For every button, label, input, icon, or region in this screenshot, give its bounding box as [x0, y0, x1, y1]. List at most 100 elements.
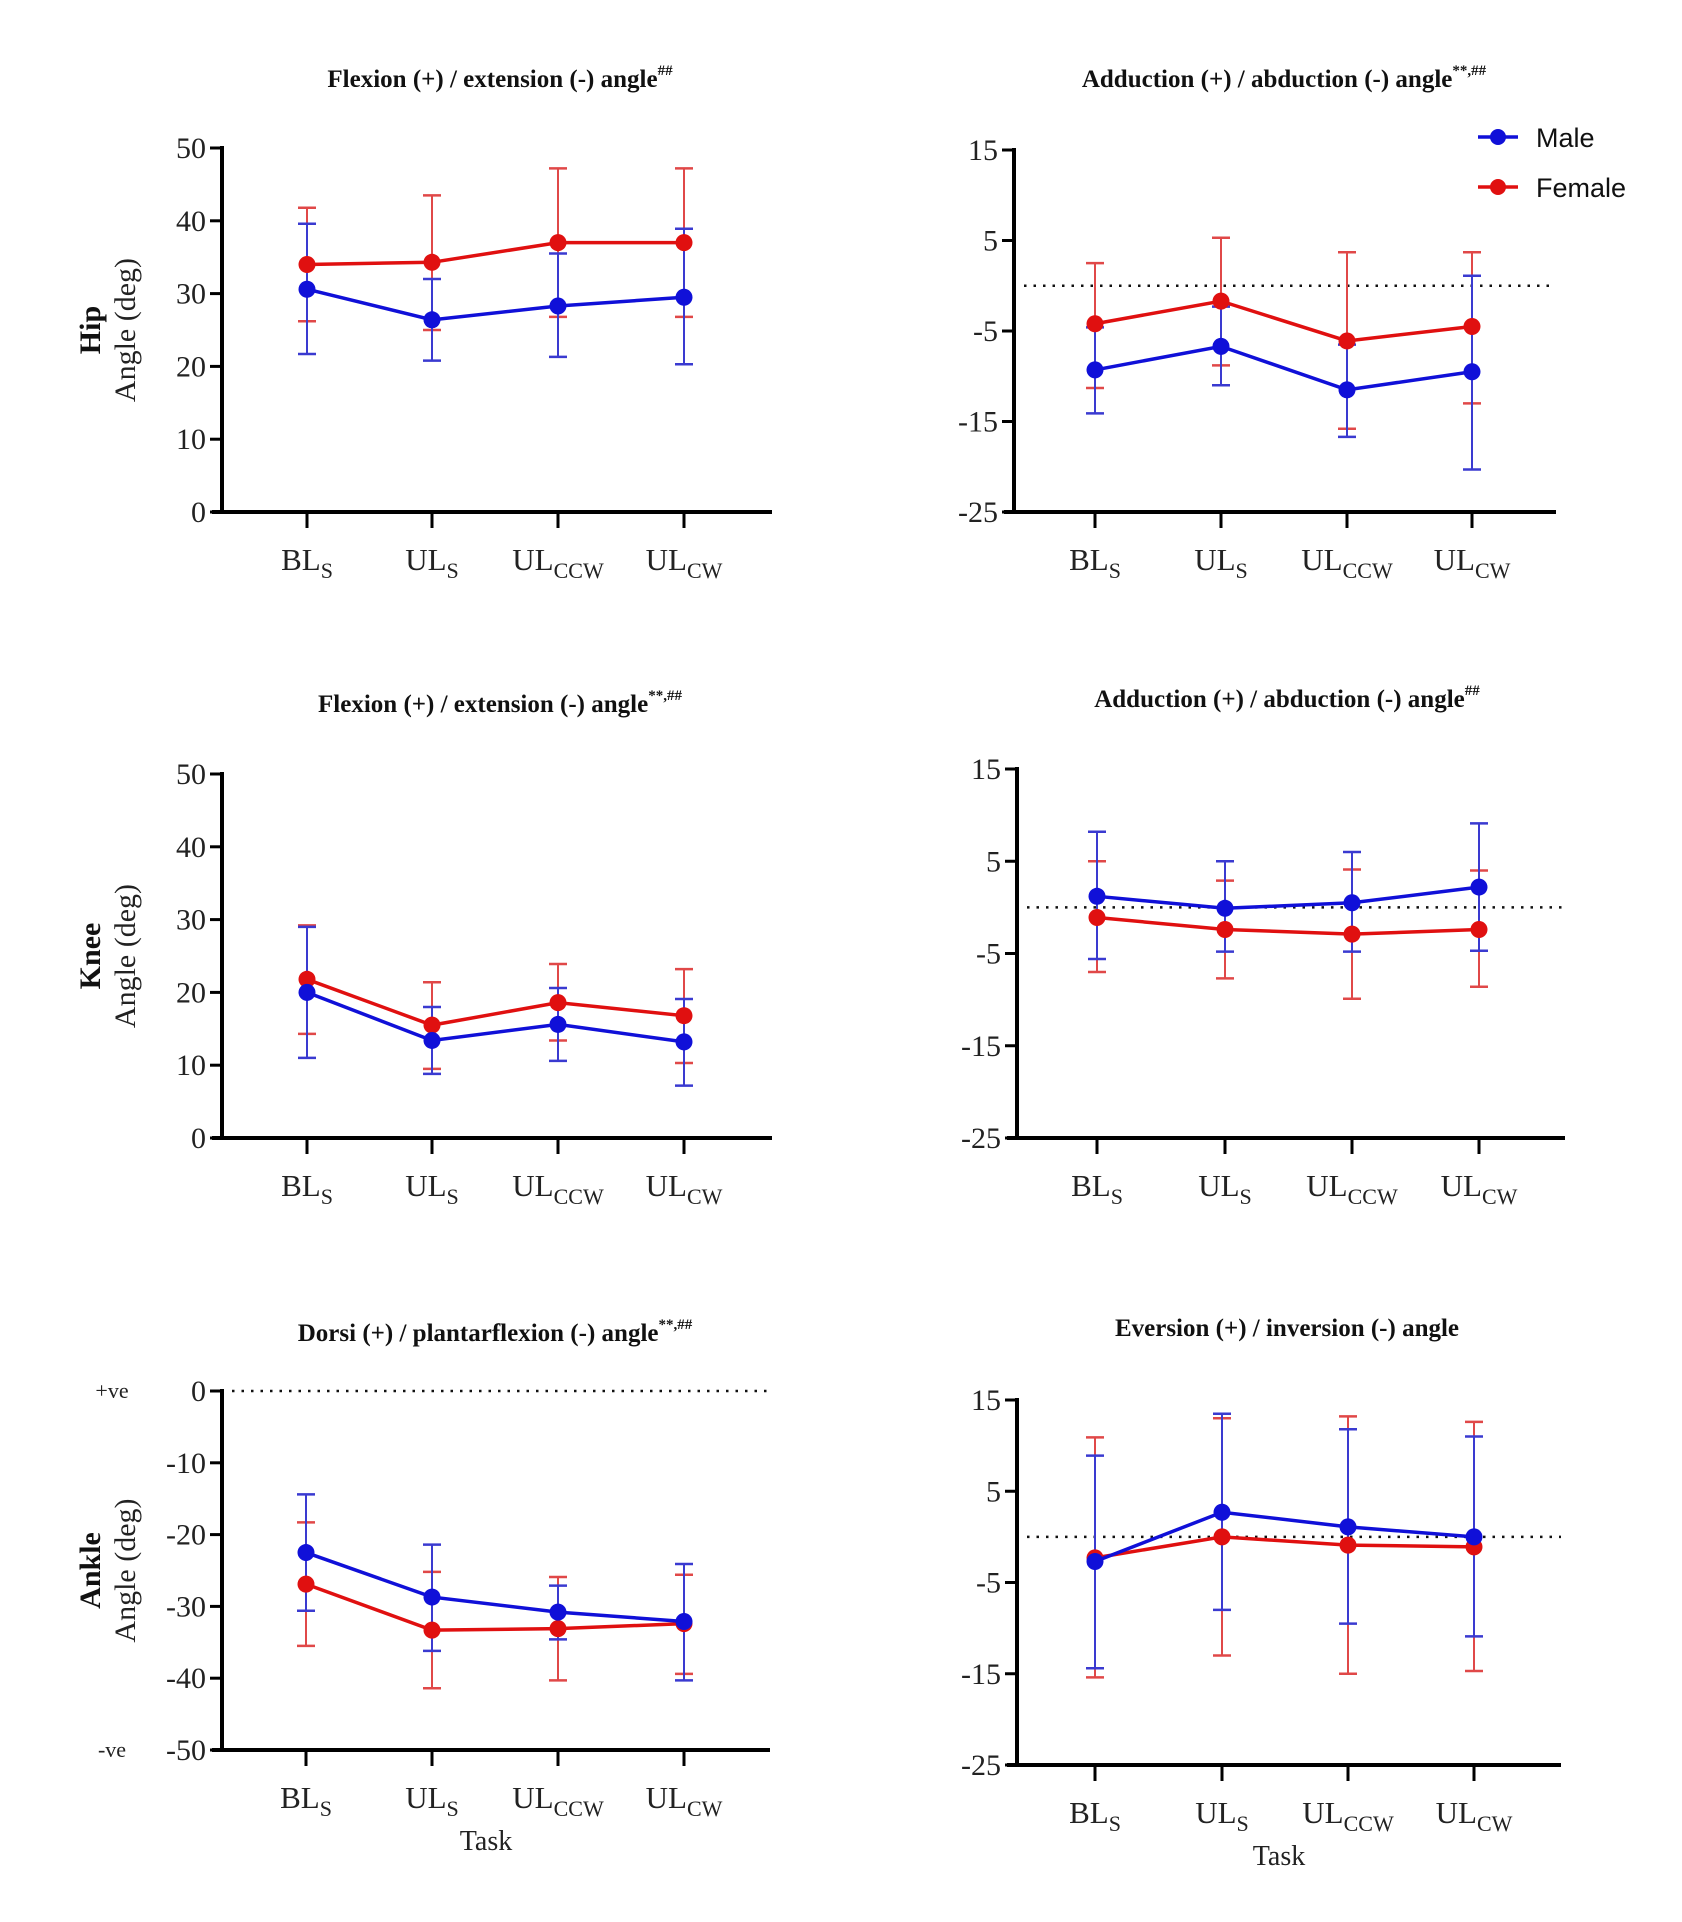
y-tick-label: 50: [176, 758, 206, 791]
x-axis-label: Task: [460, 1826, 512, 1857]
data-point-female: [1339, 1536, 1357, 1554]
series-line-female: [1096, 915, 1480, 936]
series-male: [1088, 822, 1488, 961]
chart-title-text: Flexion (+) / extension (-) angle: [327, 66, 657, 93]
data-point-female: [549, 994, 567, 1012]
y-tick-label: -30: [166, 1590, 206, 1623]
series-line-female: [305, 1582, 685, 1632]
x-tick-label: ULCCW: [512, 1780, 604, 1821]
data-point-male: [549, 1603, 567, 1621]
y-tick-label: 20: [176, 976, 206, 1009]
chart-title-superscript: **,##: [1452, 63, 1486, 79]
chart-title-text: Adduction (+) / abduction (-) angle: [1094, 686, 1465, 713]
data-point-male: [1339, 1518, 1357, 1536]
y-tick-label: 0: [191, 1122, 206, 1155]
x-tick-label: ULCW: [1434, 542, 1511, 583]
x-tick-label-sub: S: [1109, 1811, 1121, 1836]
x-axis-label: Task: [1253, 1841, 1305, 1872]
data-point-female: [1463, 317, 1481, 335]
legend-item-male: Male: [1478, 123, 1595, 153]
data-point-female: [298, 255, 316, 273]
x-tick-label-main: BL: [1069, 1795, 1109, 1830]
data-point-male: [1343, 894, 1361, 912]
legend-item-female: Female: [1478, 173, 1626, 203]
series-line-female: [1094, 299, 1473, 343]
chart-title-text: Dorsi (+) / plantarflexion (-) angle: [298, 1320, 659, 1347]
y-tick-label: 0: [191, 496, 206, 529]
data-point-male: [1088, 887, 1106, 905]
x-tick-label: ULCCW: [1306, 1168, 1398, 1209]
x-tick-label: BLS: [281, 1168, 333, 1209]
data-point-female: [1213, 1528, 1231, 1546]
data-point-male: [1463, 363, 1481, 381]
data-point-male: [1212, 337, 1230, 355]
y-axis-label: Angle (deg): [109, 1498, 142, 1642]
y-tick-label: 15: [971, 753, 1001, 786]
y-tick-label: 10: [176, 423, 206, 456]
chart-title-superscript: **,##: [658, 1317, 692, 1333]
series-line-male: [305, 1550, 685, 1624]
chart-title-text: Eversion (+) / inversion (-) angle: [1115, 1315, 1459, 1342]
x-tick-label: ULCW: [646, 1780, 723, 1821]
row-label: Ankle: [74, 1532, 107, 1609]
x-tick-label-main: BL: [280, 1780, 320, 1815]
legend-label: Male: [1536, 123, 1595, 153]
x-tick-label-sub: CCW: [554, 1796, 604, 1821]
x-tick-label-sub: S: [447, 1796, 459, 1821]
y-tick-label: 50: [176, 132, 206, 165]
chart-title: Dorsi (+) / plantarflexion (-) angle**,#…: [298, 1317, 693, 1347]
series-male: [298, 925, 693, 1087]
x-tick-label-main: BL: [281, 1168, 321, 1203]
x-tick-label-sub: CW: [1482, 1184, 1518, 1209]
series-line-male: [306, 287, 685, 322]
ankle-dorsiflexion-panel: Dorsi (+) / plantarflexion (-) angle**,#…: [74, 1317, 770, 1857]
y-tick-label: 10: [176, 1049, 206, 1082]
y-axis-label: Angle (deg): [109, 258, 142, 402]
series-male: [297, 1493, 693, 1682]
data-point-female: [1343, 925, 1361, 943]
data-point-male: [549, 297, 567, 315]
series-line-male: [1094, 344, 1473, 392]
chart-title-text: Adduction (+) / abduction (-) angle: [1082, 66, 1453, 93]
x-tick-label: ULCCW: [1301, 542, 1393, 583]
series-line-male: [306, 990, 685, 1044]
y-tick-label: -5: [976, 938, 1001, 971]
x-tick-label: BLS: [1069, 542, 1121, 583]
x-tick-label-sub: CW: [1477, 1811, 1513, 1836]
y-tick-label: 20: [176, 350, 206, 383]
series-male: [1086, 274, 1481, 471]
x-tick-label-main: UL: [646, 542, 687, 577]
data-point-female: [675, 234, 693, 252]
data-point-female: [1216, 921, 1234, 939]
y-tick-label: 5: [986, 845, 1001, 878]
data-point-male: [1086, 1553, 1104, 1571]
data-point-male: [675, 1033, 693, 1051]
x-tick-label: ULS: [405, 1168, 459, 1209]
negative-direction-label: -ve: [98, 1737, 126, 1762]
chart-title: Adduction (+) / abduction (-) angle##: [1094, 683, 1480, 713]
data-point-male: [1465, 1528, 1483, 1546]
chart-title-superscript: **,##: [648, 688, 682, 704]
x-tick-label-sub: S: [447, 1184, 459, 1209]
y-tick-label: -50: [166, 1734, 206, 1767]
x-tick-label-main: UL: [512, 1168, 553, 1203]
x-tick-label-main: UL: [405, 1168, 446, 1203]
x-tick-label-sub: CW: [687, 558, 723, 583]
x-tick-label: ULCW: [1436, 1795, 1513, 1836]
data-point-female: [297, 1575, 315, 1593]
x-tick-label-main: UL: [1436, 1795, 1477, 1830]
y-tick-label: -15: [958, 406, 998, 439]
x-tick-label-sub: CCW: [554, 1184, 604, 1209]
x-tick-label-main: UL: [1306, 1168, 1347, 1203]
chart-title: Eversion (+) / inversion (-) angle: [1115, 1315, 1459, 1342]
x-tick-label: ULS: [405, 1780, 459, 1821]
x-tick-label-sub: S: [1109, 558, 1121, 583]
y-tick-label: -5: [976, 1567, 1001, 1600]
y-tick-label: 40: [176, 205, 206, 238]
legend-marker: [1490, 179, 1506, 195]
y-tick-label: 30: [176, 904, 206, 937]
y-tick-label: -15: [961, 1030, 1001, 1063]
x-tick-label-sub: S: [447, 558, 459, 583]
data-point-female: [675, 1007, 693, 1025]
x-tick-label-sub: CCW: [1348, 1184, 1398, 1209]
